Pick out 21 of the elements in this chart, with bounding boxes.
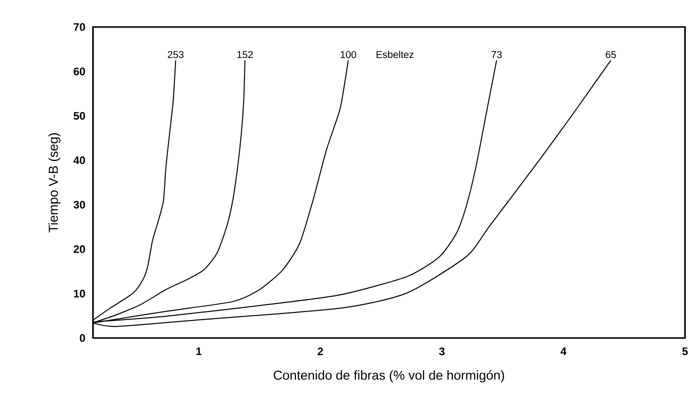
y-tick-label: 40 [73,156,86,164]
y-axis-title: Tiempo V-B (seg) [48,133,60,232]
y-tick-label: 0 [80,334,86,342]
y-tick-label: 60 [74,68,86,76]
y-tick-label: 30 [74,200,86,209]
x-tick-label: 2 [318,348,323,356]
y-tick-label: 50 [74,112,86,120]
x-axis-title: Contenido de fibras (% vol de hormigón) [274,370,504,382]
x-tick-label: 5 [682,348,688,356]
annotation: Esbeltez [376,50,414,58]
y-tick-label: 10 [74,290,86,298]
series-label: 65 [606,51,616,58]
series-label: 152 [237,51,253,58]
series-label: 73 [492,51,502,58]
y-tick-label: 20 [74,245,86,254]
series-label: 253 [168,51,184,58]
x-tick-label: 1 [196,348,202,356]
y-tick-label: 70 [74,23,86,31]
series-label: 100 [340,51,356,58]
x-tick-label: 4 [560,348,566,356]
x-tick-label: 3 [439,348,445,356]
